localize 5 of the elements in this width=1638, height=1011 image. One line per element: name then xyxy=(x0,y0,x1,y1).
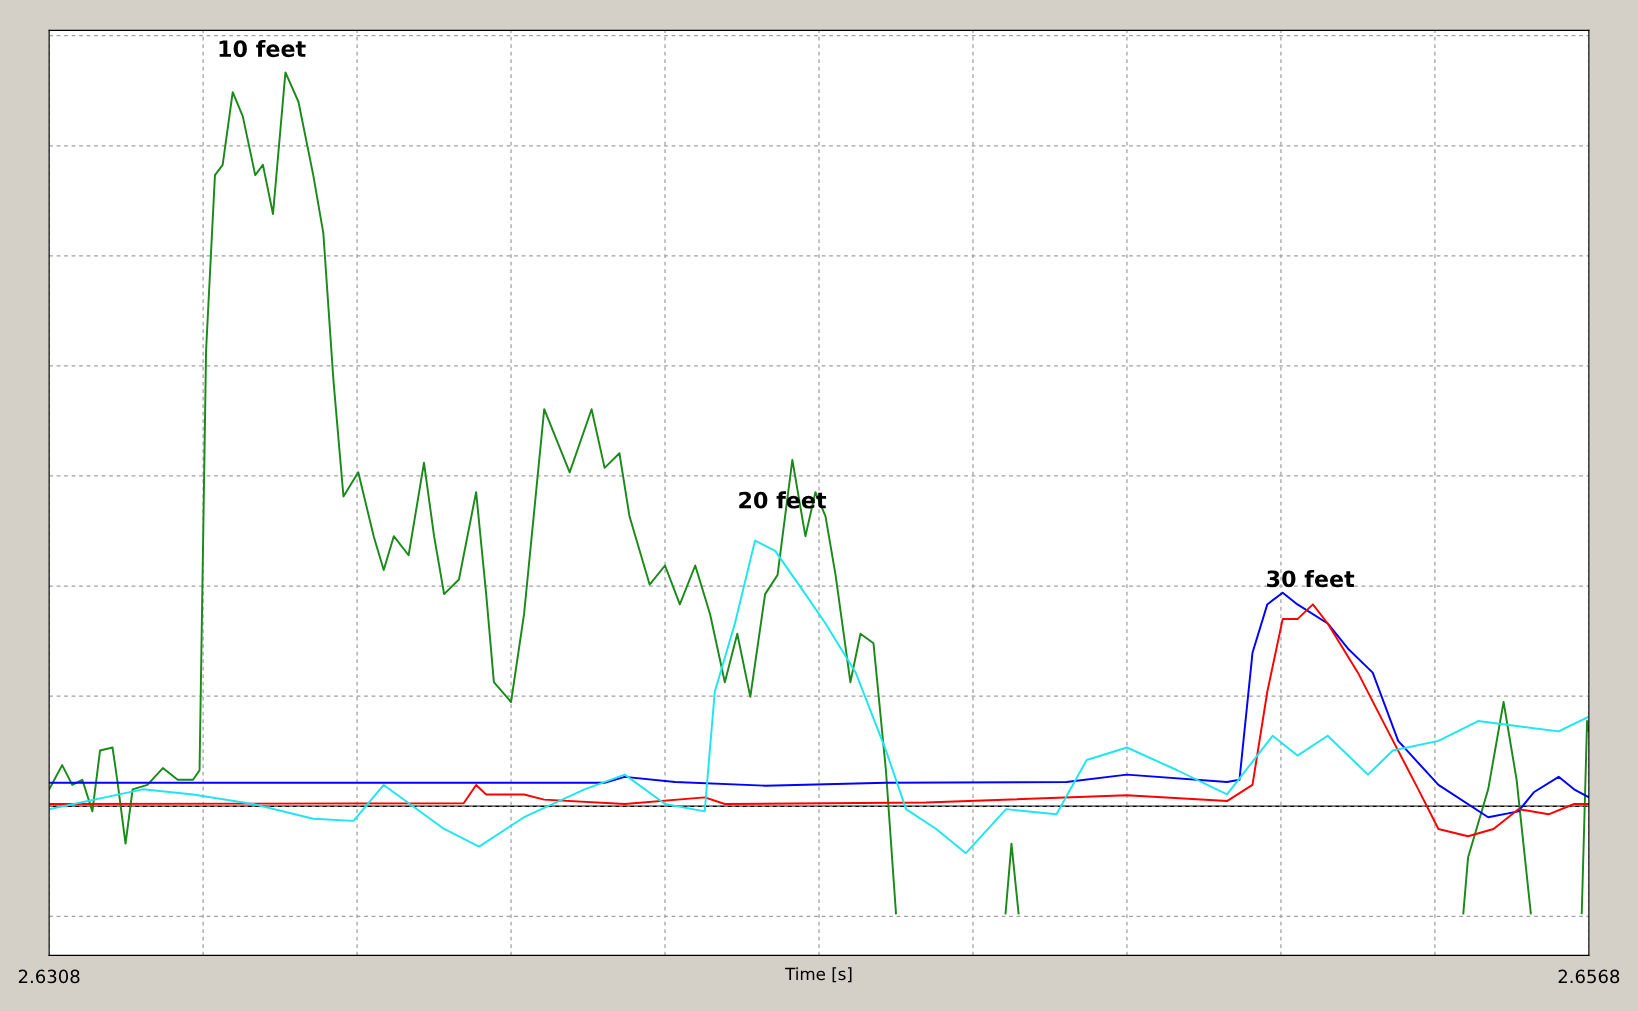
annotation: 30 feet xyxy=(1267,569,1355,588)
x-axis-title: Time [s] xyxy=(785,967,852,983)
text: 10 feet xyxy=(219,39,306,58)
x-tick-label: 2.6568 xyxy=(1558,969,1620,984)
x-tick-label: 2.6308 xyxy=(18,969,80,984)
